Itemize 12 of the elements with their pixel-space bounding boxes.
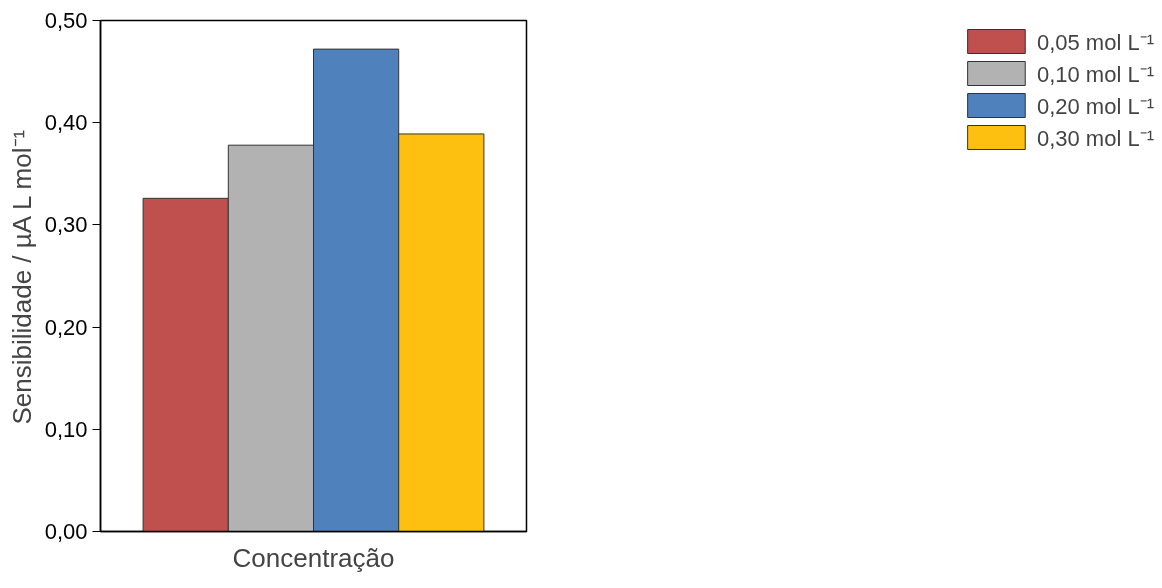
legend-label: 0,20 mol L⁻¹ — [1036, 93, 1154, 120]
x-axis-title: Concentração — [232, 542, 395, 573]
legend-label: 0,05 mol L⁻¹ — [1036, 29, 1154, 56]
legend-label: 0,30 mol L⁻¹ — [1036, 125, 1154, 152]
y-axis-title: Sensibilidade / µA L mol⁻¹ — [6, 129, 37, 425]
y-tick-label: 0,00 — [44, 519, 88, 544]
y-tick-label: 0,30 — [44, 212, 88, 238]
y-tick-label: 0,10 — [44, 416, 88, 442]
y-tick-label: 0,20 — [44, 314, 88, 340]
y-tick-label: 0,40 — [44, 110, 88, 136]
legend-label: 0,10 mol L⁻¹ — [1036, 61, 1154, 88]
y-tick-label: 0,50 — [44, 8, 88, 33]
